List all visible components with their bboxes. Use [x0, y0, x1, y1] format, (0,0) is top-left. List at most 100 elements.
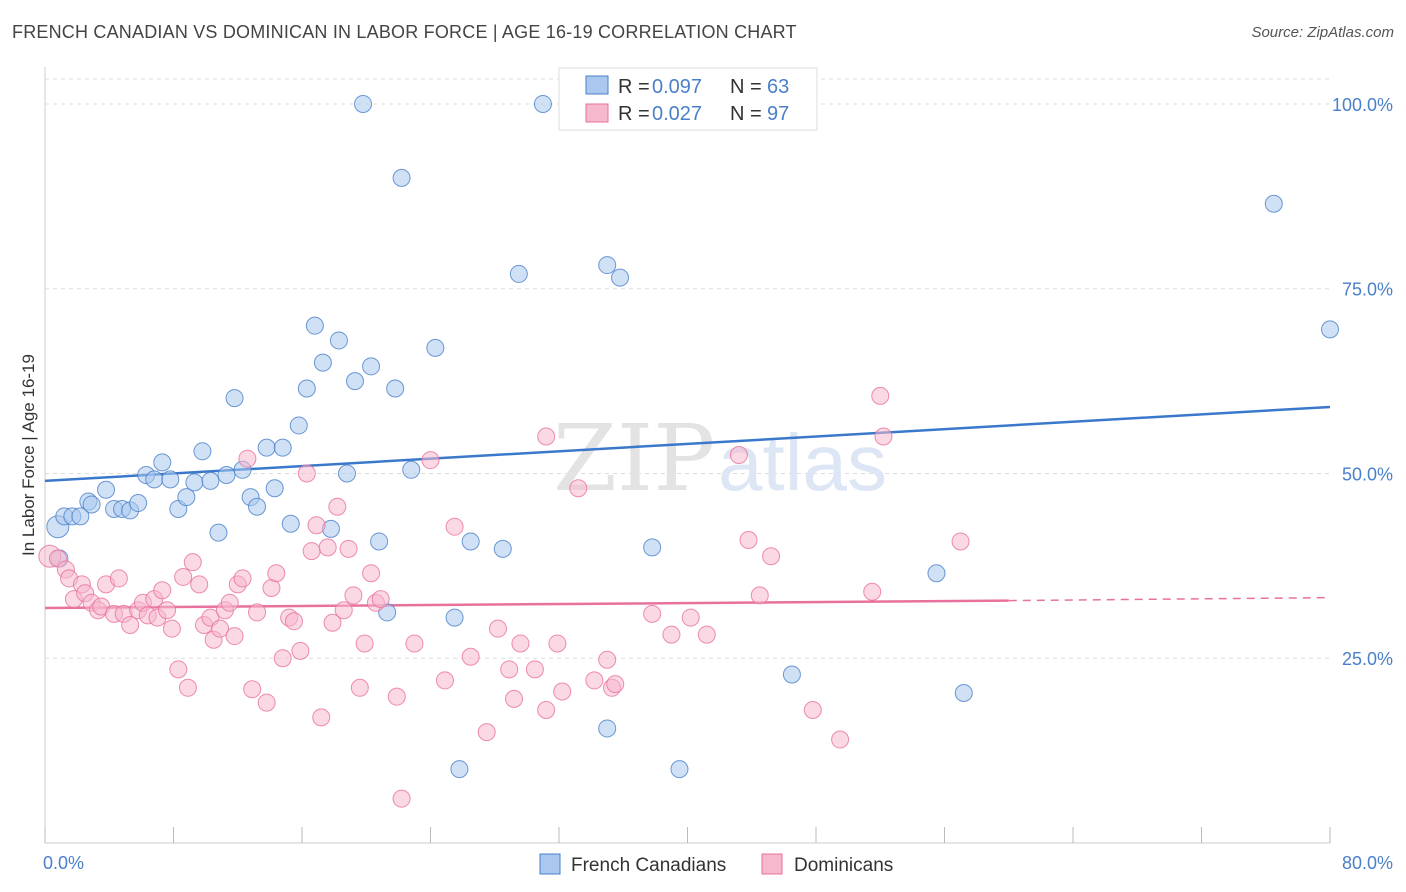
point-french-canadians-60	[954, 683, 973, 702]
point-dominicans-48	[302, 542, 321, 561]
point-dominicans-63	[392, 789, 411, 808]
chart-title: FRENCH CANADIAN VS DOMINICAN IN LABOR FO…	[12, 22, 797, 42]
point-dominicans-74	[525, 660, 544, 679]
series-legend-swatch-french-canadians	[539, 853, 561, 875]
point-french-canadians-52	[533, 94, 552, 113]
y-tick-label-2: 75.0%	[1342, 280, 1393, 300]
point-french-canadians-47	[445, 608, 464, 627]
point-dominicans-95	[871, 386, 890, 405]
y-tick-label-3: 100.0%	[1332, 95, 1393, 115]
point-french-canadians-19	[193, 442, 212, 461]
point-dominicans-94	[863, 582, 882, 601]
point-dominicans-52	[323, 613, 342, 632]
point-dominicans-93	[831, 730, 850, 749]
point-dominicans-66	[435, 671, 454, 690]
point-french-canadians-56	[643, 538, 662, 557]
point-dominicans-25	[178, 678, 197, 697]
point-dominicans-38	[243, 680, 262, 699]
point-french-canadians-15	[161, 470, 180, 489]
point-dominicans-65	[421, 451, 440, 470]
legend-swatch-pink	[585, 103, 609, 123]
point-dominicans-56	[344, 586, 363, 605]
point-french-canadians-20	[201, 471, 220, 490]
point-french-canadians-33	[305, 316, 324, 335]
series-legend-label-dominicans: Dominicans	[794, 855, 893, 876]
point-french-canadians-40	[362, 357, 381, 376]
trend-line-dominicans	[44, 599, 1009, 610]
chart-source: Source: ZipAtlas.com	[1251, 24, 1394, 41]
point-dominicans-21	[158, 601, 177, 620]
point-dominicans-20	[153, 581, 172, 600]
point-french-canadians-11	[129, 494, 148, 513]
point-dominicans-40	[257, 693, 276, 712]
point-dominicans-81	[598, 650, 617, 669]
point-french-canadians-57	[670, 760, 689, 779]
y-axis-title: In Labor Force | Age 16-19	[19, 354, 38, 556]
legend-swatch-blue	[585, 75, 609, 95]
point-french-canadians-6	[82, 495, 101, 514]
legend-n-value-2: 97	[767, 103, 789, 125]
point-dominicans-79	[569, 479, 588, 498]
point-dominicans-57	[350, 678, 369, 697]
point-french-canadians-37	[337, 464, 356, 483]
point-dominicans-70	[488, 619, 507, 638]
point-french-canadians-41	[370, 532, 389, 551]
point-dominicans-53	[328, 497, 347, 516]
point-french-canadians-14	[153, 453, 172, 472]
point-french-canadians-46	[426, 338, 445, 357]
point-dominicans-36	[233, 569, 252, 588]
point-dominicans-49	[307, 516, 326, 535]
point-french-canadians-32	[297, 379, 316, 398]
point-french-canadians-54	[598, 719, 617, 738]
point-dominicans-23	[169, 660, 188, 679]
point-dominicans-58	[355, 634, 374, 653]
point-dominicans-42	[267, 564, 286, 583]
trend-layer	[44, 405, 1331, 610]
point-dominicans-71	[500, 660, 519, 679]
series-legend-swatch-dominicans	[761, 853, 783, 875]
point-dominicans-45	[284, 612, 303, 631]
point-french-canadians-53	[598, 256, 617, 275]
point-french-canadians-44	[392, 168, 411, 187]
point-dominicans-67	[445, 517, 464, 536]
point-dominicans-87	[697, 625, 716, 644]
point-dominicans-90	[750, 586, 769, 605]
point-dominicans-50	[312, 708, 331, 727]
point-french-canadians-23	[225, 389, 244, 408]
point-dominicans-97	[951, 532, 970, 551]
point-french-canadians-48	[450, 760, 469, 779]
y-tick-label-0: 25.0%	[1342, 649, 1393, 669]
point-dominicans-61	[371, 590, 390, 609]
point-dominicans-68	[461, 647, 480, 666]
y-tick-label-1: 50.0%	[1342, 464, 1393, 484]
trend-line-dominicans-extension	[1008, 596, 1331, 602]
point-french-canadians-45	[402, 460, 421, 479]
point-dominicans-86	[681, 608, 700, 627]
point-french-canadians-7	[97, 480, 116, 499]
point-dominicans-24	[174, 567, 193, 586]
point-dominicans-80	[585, 671, 604, 690]
point-dominicans-77	[537, 427, 556, 446]
point-french-canadians-18	[185, 473, 204, 492]
point-dominicans-55	[339, 539, 358, 558]
point-dominicans-47	[297, 464, 316, 483]
x-tick-label-1: 80.0%	[1342, 853, 1393, 873]
stats-legend: R = 0.097 N = 63 R = 0.027 N = 97	[558, 67, 818, 131]
point-dominicans-85	[662, 625, 681, 644]
point-french-canadians-13	[145, 470, 164, 489]
point-french-canadians-22	[217, 465, 236, 484]
legend-n-value-1: 63	[767, 76, 789, 98]
point-dominicans-43	[273, 649, 292, 668]
point-french-canadians-26	[248, 497, 267, 516]
point-french-canadians-36	[329, 331, 348, 350]
x-tick-label-0: 0.0%	[43, 853, 84, 873]
point-french-canadians-59	[927, 564, 946, 583]
trend-line-french-canadians	[44, 405, 1331, 483]
point-french-canadians-61	[1264, 194, 1283, 213]
legend-r-label-2: R =	[618, 103, 650, 125]
point-french-canadians-51	[509, 264, 528, 283]
series-legend-label-french-canadians: French Canadians	[571, 855, 726, 876]
point-french-canadians-43	[386, 379, 405, 398]
series-legend: French Canadians Dominicans	[539, 853, 893, 876]
point-dominicans-88	[729, 446, 748, 464]
